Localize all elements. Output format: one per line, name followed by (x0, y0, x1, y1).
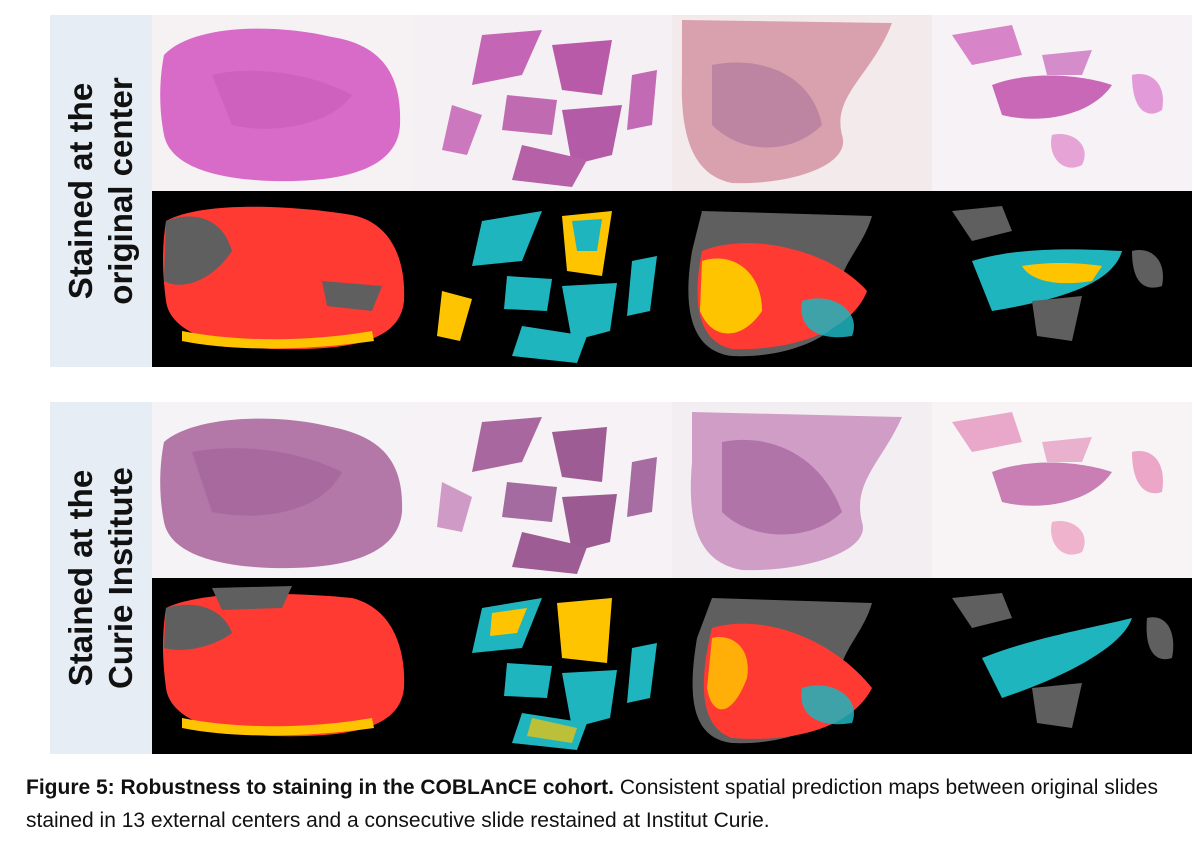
prediction-map-curie-2 (412, 578, 672, 754)
slide-image-original-1 (152, 15, 412, 191)
slide-image-curie-1 (152, 402, 412, 578)
prediction-map-curie-1 (152, 578, 412, 754)
slide-image-curie-4 (932, 402, 1192, 578)
slide-image-curie-3 (672, 402, 932, 578)
row-label-original-center: Stained at the original center (50, 15, 152, 367)
row-label-line1: Stained at the (62, 469, 99, 687)
caption-title: Figure 5: Robustness to staining in the … (26, 776, 615, 799)
panel-curie-institute: Stained at the Curie Institute (0, 402, 1200, 754)
slide-grid-original (152, 15, 1192, 367)
prediction-map-original-4 (932, 191, 1192, 367)
row-label-line1: Stained at the (62, 82, 99, 300)
row-label-curie-institute: Stained at the Curie Institute (50, 402, 152, 754)
slide-image-original-4 (932, 15, 1192, 191)
slide-image-original-3 (672, 15, 932, 191)
slide-image-curie-2 (412, 402, 672, 578)
panel-original-center: Stained at the original center (0, 15, 1200, 367)
prediction-map-original-1 (152, 191, 412, 367)
slide-image-original-2 (412, 15, 672, 191)
row-label-line2: Curie Institute (102, 467, 139, 689)
row-label-line2: original center (102, 77, 139, 305)
slide-grid-curie (152, 402, 1192, 754)
prediction-map-original-3 (672, 191, 932, 367)
prediction-map-original-2 (412, 191, 672, 367)
prediction-map-curie-4 (932, 578, 1192, 754)
prediction-map-curie-3 (672, 578, 932, 754)
caption-text: Consistent spatial prediction maps betwe… (26, 776, 1158, 832)
figure-caption: Figure 5: Robustness to staining in the … (26, 771, 1186, 837)
